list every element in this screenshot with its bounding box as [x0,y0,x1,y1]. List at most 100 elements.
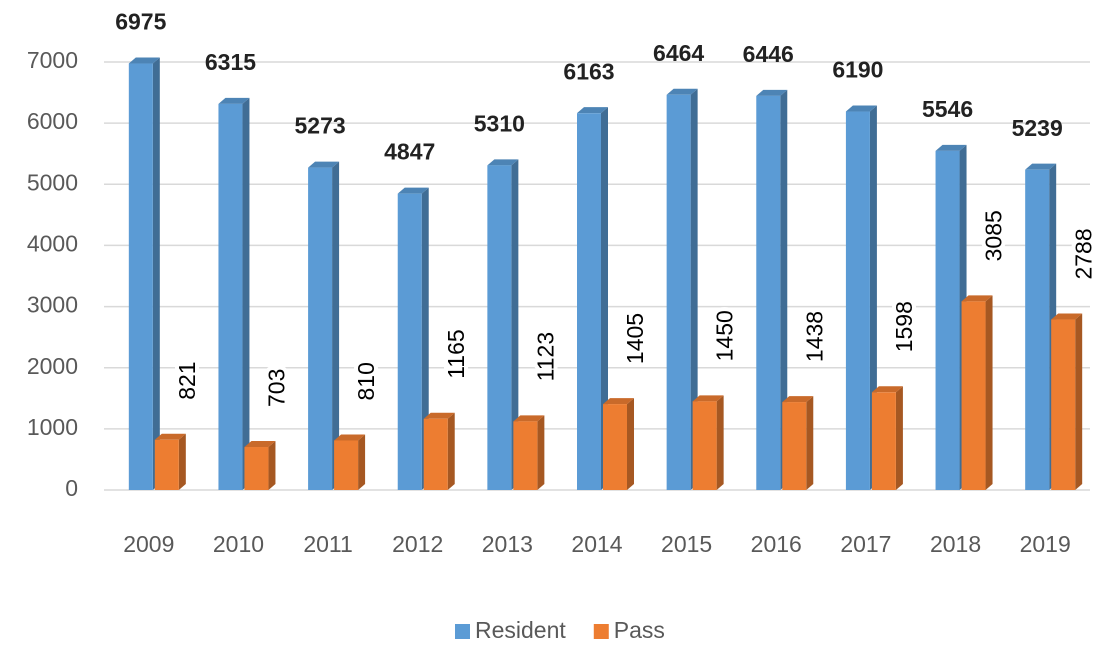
bar [513,421,538,490]
bar-side [242,97,250,490]
bar-side [690,88,698,490]
x-tick-label: 2012 [392,531,443,557]
data-label: 810 [353,362,379,400]
bar [397,193,422,490]
bar [1025,169,1050,490]
data-label: 2788 [1070,228,1096,279]
x-tick-label: 2016 [751,531,802,557]
data-label: 6975 [115,9,166,35]
bar-top [935,144,967,151]
bar [782,402,807,490]
data-label: 6163 [563,58,614,84]
legend-swatch [455,624,470,639]
bar-top [397,187,429,194]
data-label: 821 [174,361,200,399]
bar-top [871,386,903,393]
bar [603,404,627,490]
bar-side [537,415,545,490]
bar-top [1051,313,1083,320]
bar-top [423,412,455,419]
bar [334,440,359,490]
data-label: 6190 [832,57,883,83]
bar-side [985,295,993,490]
bar-top [845,105,877,112]
x-tick-label: 2010 [213,531,264,557]
bar-top [513,415,545,422]
bar [308,167,333,490]
bar-side [895,386,903,490]
bar-side [332,161,340,490]
bar-side [511,159,519,491]
bar [935,150,960,490]
bar-top [756,89,788,96]
bar [1051,319,1076,490]
bar-side [780,89,788,491]
x-tick-label: 2018 [930,531,981,557]
bar [845,111,870,491]
bar [487,165,512,490]
data-label: 1450 [712,310,738,361]
data-label: 6464 [653,40,704,66]
bar-side [627,398,634,490]
bar [871,392,896,490]
x-tick-label: 2017 [840,531,891,557]
data-label: 4847 [384,139,435,165]
bar-side [358,434,366,490]
data-label: 5273 [295,113,346,139]
data-label: 3085 [981,210,1007,261]
bar [577,113,601,490]
bar [692,401,717,490]
y-tick-label: 3000 [27,292,78,318]
bar-side [601,107,608,490]
y-tick-label: 5000 [27,169,78,195]
data-label: 1123 [532,332,558,381]
y-tick-label: 7000 [27,47,78,73]
data-label: 1598 [891,301,917,352]
bar [666,94,691,490]
data-label: 1165 [443,329,469,378]
bar-top [577,107,608,114]
data-label: 5310 [474,110,525,136]
bar [756,95,781,491]
legend-label: Pass [614,617,665,643]
bar-top [961,295,993,302]
x-tick-label: 2015 [661,531,712,557]
data-label: 5239 [1012,115,1063,141]
x-tick-label: 2014 [571,531,622,557]
bar-top [1025,163,1057,170]
y-tick-label: 4000 [27,231,78,257]
bar-top [334,434,366,441]
y-tick-label: 6000 [27,108,78,134]
bar [218,103,243,490]
x-tick-label: 2009 [123,531,174,557]
y-tick-label: 0 [65,475,78,501]
bar [961,301,986,490]
bar-side [178,433,186,490]
bar-side [447,412,455,490]
data-label: 1438 [801,311,827,362]
data-label: 5546 [922,96,973,122]
bar-top [308,161,340,168]
bar-top [603,398,634,405]
legend-swatch [593,624,609,639]
data-label: 1405 [622,313,648,364]
bar-top [218,97,250,104]
bar [423,418,448,490]
bar-side [716,395,724,490]
x-tick-label: 2013 [482,531,533,557]
bar-side [1075,313,1083,490]
data-label: 6315 [205,49,256,75]
bar-top [692,395,724,402]
bar-top [154,433,186,440]
bar-side [152,57,160,491]
bar-side [268,441,276,490]
bar-top [782,396,814,403]
y-tick-label: 2000 [27,353,78,379]
bar-side [421,187,429,490]
x-tick-label: 2011 [303,531,352,557]
bar-top [128,57,160,64]
bar-top [666,88,698,95]
bar-top [244,441,276,448]
bar-side [806,396,814,490]
